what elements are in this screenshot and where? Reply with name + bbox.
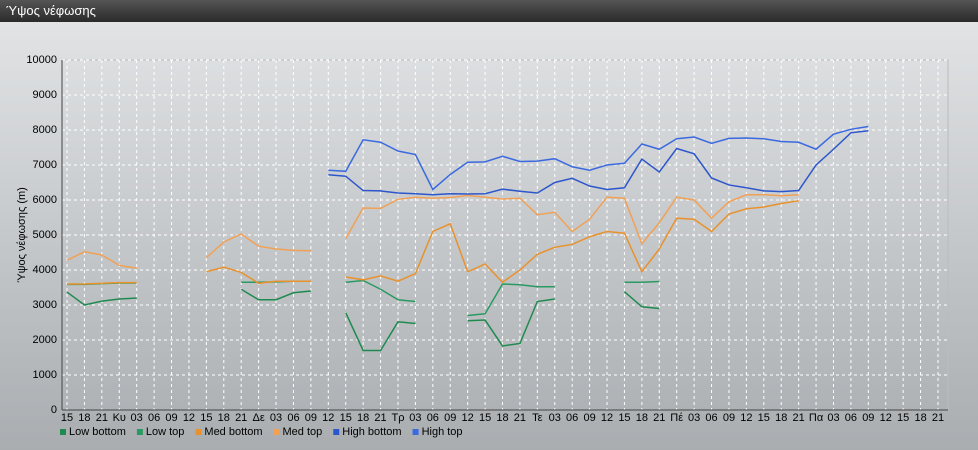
x-tick-label: 21: [514, 412, 526, 424]
legend-label: High bottom: [342, 426, 401, 438]
x-tick-label: 21: [374, 412, 386, 424]
y-tick-label: 8000: [33, 124, 57, 136]
panel-title: Ύψος νέφωσης: [0, 0, 978, 22]
x-tick-label: 15: [758, 412, 770, 424]
x-tick-label: 06: [427, 412, 439, 424]
x-tick-label: Τρ: [391, 412, 404, 424]
series-line: [67, 199, 799, 285]
x-tick-label: 21: [932, 412, 944, 424]
x-tick-label: 06: [705, 412, 717, 424]
x-tick-label: 12: [462, 412, 474, 424]
x-tick-label: 15: [479, 412, 491, 424]
y-tick-label: 1000: [33, 369, 57, 381]
x-tick-label: 03: [688, 412, 700, 424]
series-line: [328, 125, 869, 191]
x-tick-label: 15: [340, 412, 352, 424]
x-tick-label: 18: [78, 412, 90, 424]
y-tick-label: 3000: [33, 299, 57, 311]
x-tick-label: 09: [165, 412, 177, 424]
x-tick-label: 12: [322, 412, 334, 424]
x-tick-label: 06: [845, 412, 857, 424]
legend-label: Med bottom: [204, 426, 262, 438]
x-tick-label: 15: [897, 412, 909, 424]
x-tick-label: 15: [61, 412, 73, 424]
x-tick-label: 18: [218, 412, 230, 424]
x-tick-label: 06: [287, 412, 299, 424]
x-tick-label: 18: [775, 412, 787, 424]
x-tick-label: 18: [357, 412, 369, 424]
x-tick-label: 21: [793, 412, 805, 424]
legend-swatch: [136, 429, 143, 435]
legend-swatch: [333, 429, 340, 435]
x-tick-label: 15: [618, 412, 630, 424]
x-tick-label: Κυ: [113, 412, 126, 424]
y-axis-label: Ύψος νέφωσης (m): [16, 187, 28, 283]
x-tick-label: 21: [653, 412, 665, 424]
x-tick-label: 03: [270, 412, 282, 424]
x-tick-label: 12: [740, 412, 752, 424]
legend-swatch: [60, 429, 66, 435]
series-line: [66, 194, 799, 269]
x-tick-label: 03: [549, 412, 561, 424]
x-tick-label: Πα: [809, 412, 824, 424]
series-line: [66, 288, 660, 352]
x-tick-label: 12: [880, 412, 892, 424]
x-tick-label: 03: [827, 412, 839, 424]
x-tick-label: 06: [148, 412, 160, 424]
series-line: [328, 129, 869, 196]
y-tick-label: 4000: [33, 264, 57, 276]
x-tick-label: 09: [444, 412, 456, 424]
legend-label: High top: [422, 426, 463, 438]
y-tick-label: 9000: [33, 89, 57, 101]
x-tick-label: 18: [496, 412, 508, 424]
x-tick-label: 12: [183, 412, 195, 424]
y-tick-label: 6000: [33, 194, 57, 206]
legend-label: Med top: [283, 426, 323, 438]
x-tick-label: 18: [636, 412, 648, 424]
y-tick-label: 10000: [26, 54, 57, 66]
legend-swatch: [412, 429, 419, 435]
x-tick-label: 15: [200, 412, 212, 424]
y-tick-label: 5000: [33, 229, 57, 241]
x-tick-label: 21: [96, 412, 108, 424]
x-tick-label: 09: [723, 412, 735, 424]
legend-swatch: [195, 429, 202, 435]
series-line: [67, 279, 660, 317]
y-tick-label: 7000: [33, 159, 57, 171]
x-tick-label: 09: [862, 412, 874, 424]
x-tick-label: Τε: [532, 412, 543, 424]
x-tick-label: 03: [409, 412, 421, 424]
x-tick-label: 09: [305, 412, 317, 424]
x-tick-label: 09: [583, 412, 595, 424]
x-tick-label: 03: [131, 412, 143, 424]
x-tick-label: 21: [235, 412, 247, 424]
legend-label: Low bottom: [69, 426, 126, 438]
x-tick-label: 18: [914, 412, 926, 424]
x-tick-label: Δε: [252, 412, 264, 424]
y-tick-label: 0: [51, 404, 57, 416]
x-tick-label: 06: [566, 412, 578, 424]
legend-label: Low top: [146, 426, 185, 438]
y-tick-label: 2000: [33, 334, 57, 346]
chart: Ύψος νέφωσης (m) 0 1000 2000 3000 4000 5000 60…: [16, 54, 949, 438]
x-tick-label: Πέ: [670, 412, 683, 424]
legend-swatch: [273, 429, 280, 435]
x-tick-label: 12: [601, 412, 613, 424]
